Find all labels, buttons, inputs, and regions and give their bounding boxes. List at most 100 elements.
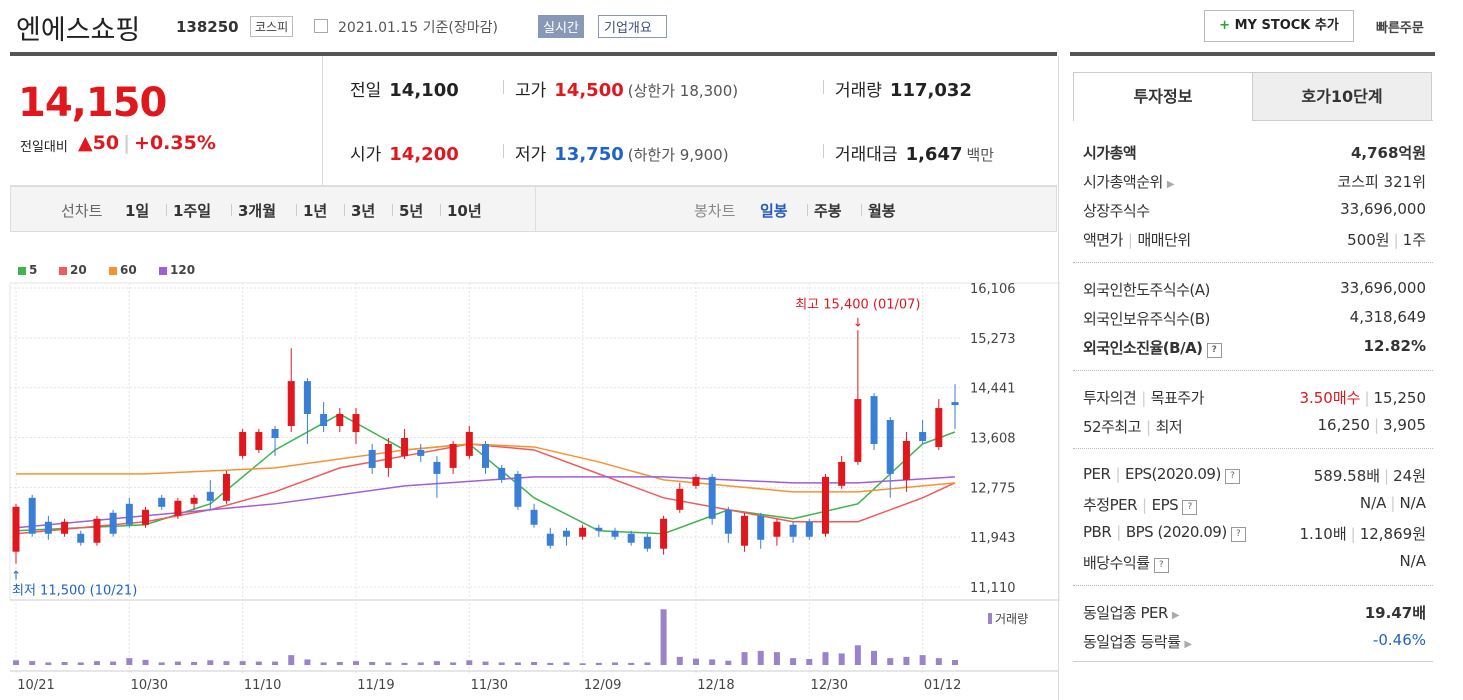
row-label: 동일업종 등락률 ▶: [1083, 631, 1192, 652]
stat-value: 1,647: [905, 144, 963, 165]
label-part: 배당수익률: [1083, 554, 1150, 572]
high-annotation: 최고 15,400 (01/07): [795, 297, 920, 312]
ma-legend: 5 20 60 120: [18, 263, 318, 279]
low-arrow: ↑: [11, 569, 21, 583]
row-label: 배당수익률?: [1083, 552, 1169, 573]
row-value: 500원 | 1주: [1347, 229, 1426, 250]
candle-body: [142, 509, 150, 525]
volume-bar: [498, 662, 505, 665]
volume-bar: [531, 662, 538, 665]
label-part: 최저: [1155, 418, 1183, 436]
volume-bar: [336, 662, 343, 665]
tab[interactable]: 1주일: [173, 202, 212, 220]
candle-body: [724, 509, 732, 534]
market-badge: 코스피: [250, 16, 294, 37]
legend-label: 60: [120, 263, 137, 277]
volume-bar: [255, 661, 262, 665]
volume-bar: [45, 662, 52, 665]
volume-bar: [482, 661, 489, 665]
volume-bar: [903, 656, 910, 665]
row-label: 동일업종 PER ▶: [1083, 602, 1180, 623]
candle-body: [935, 408, 943, 447]
legend-label: 5: [29, 263, 38, 277]
row-label: 외국인보유주식수(B): [1083, 308, 1210, 329]
legend-label: 20: [70, 263, 87, 277]
tab-group-label: 선차트: [61, 202, 103, 220]
separator: |: [1373, 416, 1380, 434]
invest-tab[interactable]: 호가10단계: [1253, 72, 1432, 121]
tab[interactable]: 5년: [399, 202, 424, 220]
tab[interactable]: 일봉: [760, 202, 788, 220]
stat-divider: [823, 80, 824, 94]
stock-name: 엔에스쇼핑: [16, 15, 141, 46]
tab-divider: [861, 204, 862, 216]
row-label: 액면가 | 매매단위: [1083, 229, 1191, 250]
candle-body: [368, 449, 376, 468]
value-part: N/A: [1399, 552, 1426, 570]
candle-body: [660, 518, 668, 549]
group-separator: [1073, 370, 1433, 371]
tab[interactable]: 주봉: [814, 202, 842, 220]
realtime-badge[interactable]: 실시간: [538, 15, 584, 38]
candle-body: [886, 420, 894, 474]
candle-body: [692, 476, 700, 486]
volume-bar: [952, 659, 958, 665]
label-part: 동일업종 PER: [1083, 604, 1168, 622]
quick-order[interactable]: 빠른주문: [1376, 21, 1424, 36]
candle-body: [854, 399, 862, 462]
y-tick-label: 11,943: [970, 531, 1016, 546]
separator: |: [1364, 389, 1370, 407]
volume-bar: [110, 661, 117, 665]
stat-value: 14,500: [554, 80, 624, 101]
stat-divider: [503, 80, 504, 94]
volume-bar: [660, 609, 667, 665]
help-icon: ?: [1182, 500, 1198, 515]
value-part: N/A: [1359, 494, 1387, 512]
candle-body: [465, 431, 473, 456]
value-part: 코스피 321위: [1337, 173, 1426, 191]
overview-button[interactable]: 기업개요: [598, 15, 667, 38]
candle-body: [271, 429, 279, 438]
x-tick-label: 10/30: [131, 678, 168, 693]
label-part: EPS(2020.09): [1125, 465, 1221, 483]
label-part: 시가총액: [1083, 144, 1137, 162]
candle-body: [627, 533, 635, 543]
stat-extra: (하한가 9,900): [627, 146, 729, 164]
arrow-icon: ▶: [1171, 610, 1180, 621]
tab[interactable]: 10년: [447, 202, 482, 220]
volume-bar: [612, 662, 619, 665]
y-tick-label: 11,110: [970, 581, 1016, 596]
row-label: 52주최고 | 최저: [1083, 416, 1183, 437]
row-label: PBR | BPS (2020.09)?: [1083, 523, 1246, 542]
value-part: 1주: [1402, 231, 1426, 249]
candle-body: [579, 527, 587, 537]
candle-body: [870, 396, 878, 444]
legend-swatch: [59, 267, 67, 275]
candle-body: [190, 497, 198, 504]
invest-tab[interactable]: 투자정보: [1073, 72, 1253, 121]
period-tabs: 선차트 1일 1주일 3개월 1년 3년 5년 10년 봉차트 일봉 주봉 월봉: [10, 186, 1057, 232]
plot-frame: [9, 282, 1060, 601]
mystock-button[interactable]: + MY STOCK 추가: [1204, 10, 1354, 42]
tab[interactable]: 3개월: [238, 202, 277, 220]
value-part: 12,869원: [1359, 525, 1426, 543]
tab-divider: [344, 204, 345, 216]
tab-divider: [440, 204, 441, 216]
stats-box: 전일 14,100 고가 14,500 (상한가 18,300) 거래량 117,032 시가…: [323, 56, 1057, 186]
volume-bar: [433, 661, 440, 665]
candle-body: [61, 521, 69, 534]
volume-bar: [174, 661, 181, 665]
candle-body: [125, 503, 133, 525]
row-label: 시가총액순위 ▶: [1083, 171, 1175, 192]
volume-bar: [563, 662, 570, 665]
volume-bar: [466, 660, 473, 665]
volume-bar: [790, 658, 797, 665]
tab[interactable]: 3년: [351, 202, 376, 220]
tab-separator: [535, 187, 536, 231]
candle-body: [352, 414, 360, 432]
header-rule: [10, 52, 1057, 56]
tab[interactable]: 월봉: [868, 202, 896, 220]
tab[interactable]: 1년: [303, 202, 328, 220]
tab[interactable]: 1일: [125, 202, 150, 220]
ma-line: [15, 476, 956, 529]
